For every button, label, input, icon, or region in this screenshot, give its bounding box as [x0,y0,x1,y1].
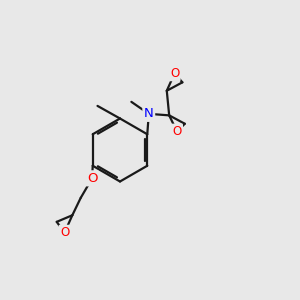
Text: N: N [144,107,154,120]
Text: O: O [170,67,179,80]
Text: O: O [60,226,69,239]
Text: O: O [87,172,98,185]
Text: O: O [172,125,182,138]
